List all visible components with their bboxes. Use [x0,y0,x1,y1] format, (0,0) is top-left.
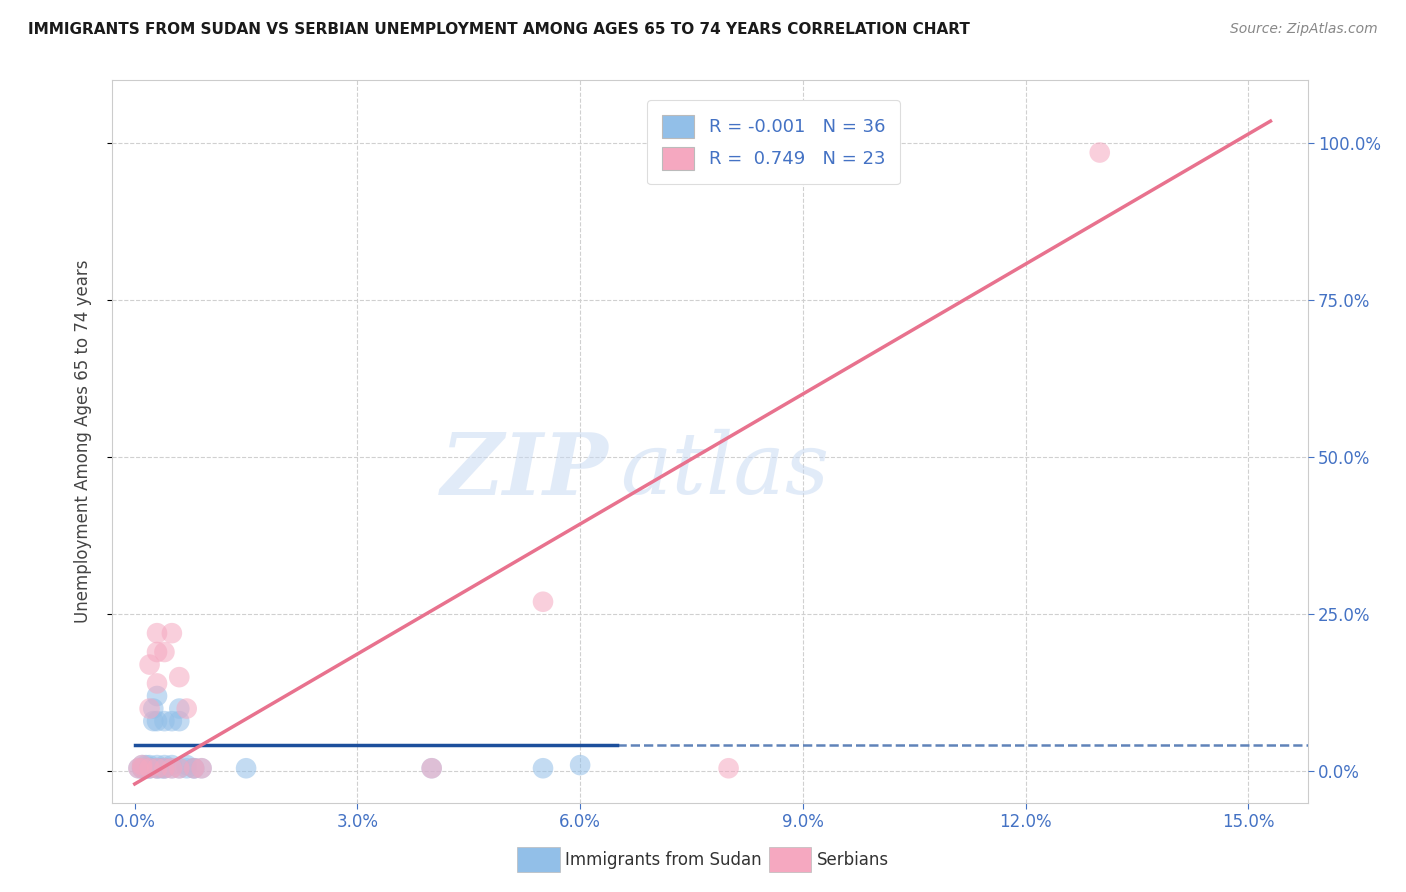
Point [169,714,191,728]
Text: atlas: atlas [620,429,830,512]
Point [160,758,183,772]
Point [153,758,176,772]
Point [149,761,172,775]
Point [131,758,153,772]
Point [169,701,191,715]
Point [190,761,212,775]
Point [569,758,592,772]
Point [169,761,191,775]
Point [531,595,554,609]
Point [131,761,153,775]
Text: Immigrants from Sudan: Immigrants from Sudan [565,851,762,869]
Point [176,701,198,715]
Point [160,626,183,640]
Point [138,761,160,775]
Point [138,758,160,772]
Point [146,689,169,703]
Point [153,714,176,728]
Text: ZIP: ZIP [440,429,609,512]
Point [146,714,169,728]
Point [169,670,191,684]
Point [131,758,153,772]
Point [153,761,176,775]
Point [142,714,165,728]
Point [127,761,149,775]
Point [153,761,176,775]
Point [190,761,212,775]
Legend: R = -0.001   N = 36, R =  0.749   N = 23: R = -0.001 N = 36, R = 0.749 N = 23 [647,100,900,185]
Point [160,714,183,728]
Point [146,645,169,659]
Point [153,761,176,775]
Point [235,761,257,775]
Point [146,761,169,775]
Point [153,645,176,659]
Point [131,761,153,775]
Point [138,761,160,775]
Point [531,761,554,775]
Point [135,761,157,775]
Point [420,761,443,775]
Point [176,761,198,775]
Point [142,701,165,715]
Y-axis label: Unemployment Among Ages 65 to 74 years: Unemployment Among Ages 65 to 74 years [73,260,91,624]
Point [420,761,443,775]
Text: Serbians: Serbians [817,851,889,869]
Point [169,761,191,775]
Point [1088,145,1111,160]
Point [146,761,169,775]
Point [183,761,205,775]
Point [176,758,198,772]
Point [183,761,205,775]
Point [146,676,169,690]
Text: Source: ZipAtlas.com: Source: ZipAtlas.com [1230,22,1378,37]
Point [138,657,160,672]
Point [717,761,740,775]
Point [146,761,169,775]
Point [183,761,205,775]
Text: IMMIGRANTS FROM SUDAN VS SERBIAN UNEMPLOYMENT AMONG AGES 65 TO 74 YEARS CORRELAT: IMMIGRANTS FROM SUDAN VS SERBIAN UNEMPLO… [28,22,970,37]
Point [160,761,183,775]
Point [138,701,160,715]
Point [146,626,169,640]
Point [138,761,160,775]
Point [146,758,169,772]
Point [127,761,149,775]
Point [135,758,157,772]
Point [131,761,153,775]
Point [160,761,183,775]
